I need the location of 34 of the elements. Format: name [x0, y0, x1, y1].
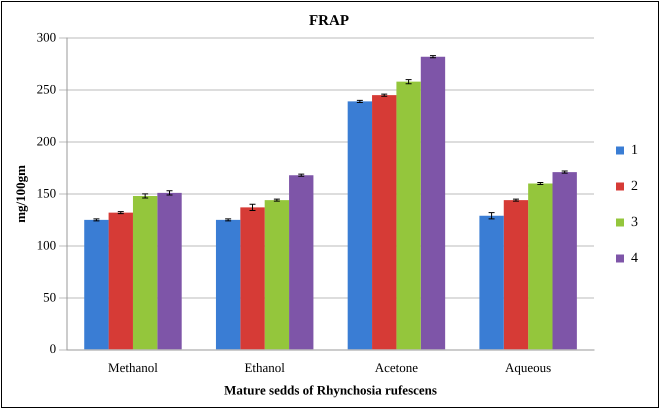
bar — [84, 220, 109, 350]
chart-title: FRAP — [309, 12, 349, 29]
bar — [108, 212, 133, 350]
legend-label: 1 — [631, 143, 638, 158]
x-axis-title: Mature sedds of Rhynchosia rufescens — [224, 382, 437, 398]
x-tick-label: Acetone — [374, 360, 418, 376]
legend-label: 3 — [631, 215, 638, 230]
bar — [132, 196, 158, 350]
y-tick-label: 300 — [36, 29, 56, 44]
y-tick-label: 250 — [36, 81, 56, 96]
bar — [216, 220, 240, 350]
bar — [372, 95, 396, 350]
x-tick-label: Aqueous — [505, 360, 552, 376]
bar — [552, 172, 577, 350]
y-axis-title: mg/100gm — [13, 164, 28, 223]
legend-label: 2 — [631, 179, 638, 194]
bar — [157, 192, 182, 350]
y-tick-label: 200 — [36, 133, 56, 148]
bar — [420, 56, 446, 350]
bar — [240, 207, 265, 350]
x-tick-label: Methanol — [108, 360, 158, 376]
bar — [396, 82, 421, 350]
legend-label: 4 — [631, 251, 638, 266]
bar — [479, 216, 504, 350]
y-tick-label: 100 — [36, 237, 56, 252]
y-tick-label: 150 — [36, 185, 56, 200]
x-tick-label: Ethanol — [244, 360, 286, 376]
bar — [528, 184, 553, 350]
y-tick-label: 0 — [50, 341, 56, 356]
bar — [289, 175, 314, 350]
bar — [348, 101, 372, 350]
y-tick-label: 50 — [43, 289, 56, 304]
bar — [264, 200, 290, 350]
bar — [504, 200, 528, 350]
